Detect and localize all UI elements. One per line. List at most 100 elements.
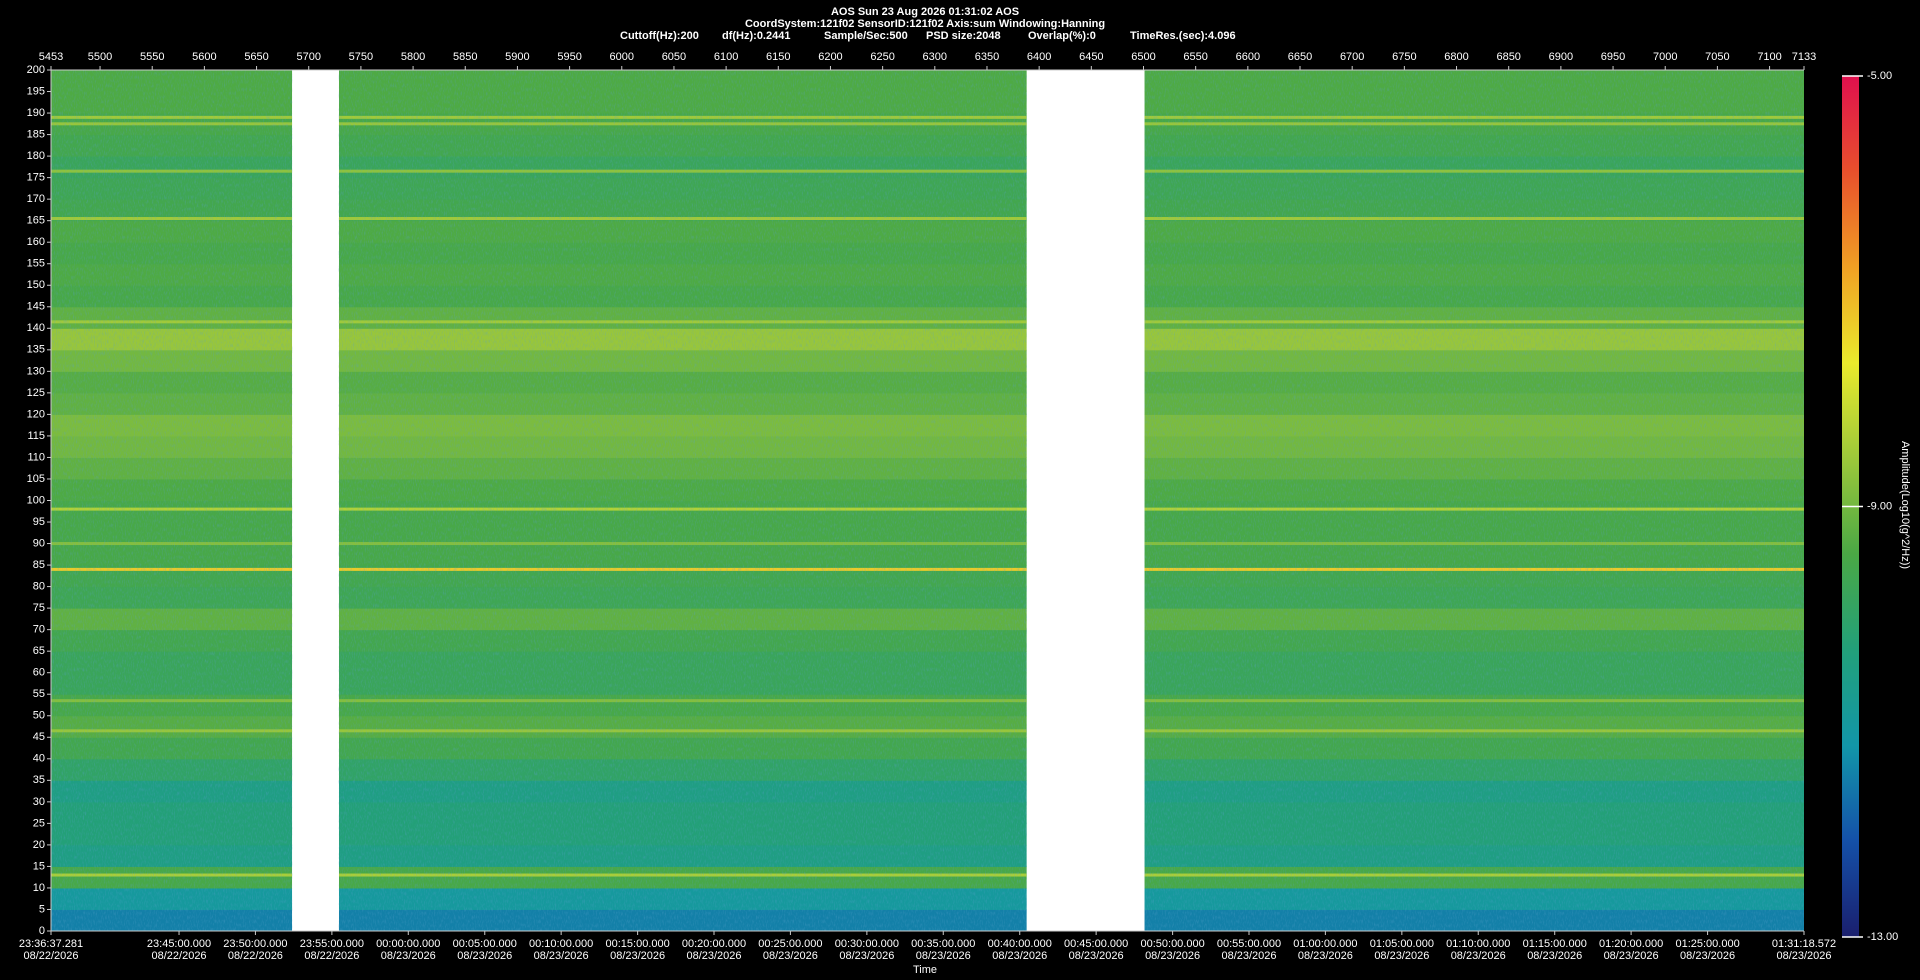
- x-tick-label: 6400: [1027, 51, 1051, 63]
- x-tick-label: 6800: [1444, 51, 1468, 63]
- x2-tick-label: 01:00:00.000: [1293, 938, 1357, 950]
- x2-tick-label: 00:30:00.000: [835, 938, 899, 950]
- x2-tick-date: 08/23/2026: [1298, 950, 1353, 962]
- chart-subtitle: CoordSystem:121f02 SensorID:121f02 Axis:…: [745, 18, 1105, 30]
- x-tick-label: 6100: [714, 51, 738, 63]
- y-tick-label: 20: [33, 839, 45, 851]
- colorbar-tick-label: -13.00: [1867, 931, 1898, 943]
- x2-tick-label: 00:25:00.000: [758, 938, 822, 950]
- y-tick-label: 185: [27, 128, 45, 140]
- colorbar-tick-label: -9.00: [1867, 500, 1892, 512]
- x2-tick-label: 23:36:37.281: [19, 938, 83, 950]
- x2-tick-date: 08/23/2026: [1680, 950, 1735, 962]
- y-tick-label: 85: [33, 559, 45, 571]
- x-axis-label: Time: [913, 964, 937, 976]
- y-tick-label: 80: [33, 581, 45, 593]
- x-tick-label: 5950: [557, 51, 581, 63]
- x2-tick-label: 00:20:00.000: [682, 938, 746, 950]
- y-tick-label: 15: [33, 860, 45, 872]
- x-tick-label: 6950: [1601, 51, 1625, 63]
- x-tick-label: 6650: [1288, 51, 1312, 63]
- y-tick-label: 65: [33, 645, 45, 657]
- y-tick-label: 35: [33, 774, 45, 786]
- colorbar-label: Amplitude(Log10(g^2/Hz)): [1899, 441, 1911, 569]
- x2-tick-date: 08/23/2026: [1776, 950, 1831, 962]
- x2-tick-date: 08/23/2026: [1069, 950, 1124, 962]
- settings-text: PSD size:2048: [926, 30, 1001, 42]
- y-tick-label: 140: [27, 322, 45, 334]
- x-tick-label: 5700: [296, 51, 320, 63]
- x2-tick-date: 08/23/2026: [839, 950, 894, 962]
- x-tick-label: 5800: [401, 51, 425, 63]
- x2-tick-date: 08/23/2026: [534, 950, 589, 962]
- settings-text: TimeRes.(sec):4.096: [1130, 30, 1236, 42]
- x2-tick-date: 08/23/2026: [1604, 950, 1659, 962]
- x-tick-label: 5900: [505, 51, 529, 63]
- y-tick-label: 95: [33, 516, 45, 528]
- texture: [1144, 70, 1804, 931]
- y-tick-label: 105: [27, 473, 45, 485]
- x-tick-label: 6900: [1549, 51, 1573, 63]
- x2-tick-label: 01:25:00.000: [1675, 938, 1739, 950]
- x2-tick-date: 08/22/2026: [23, 950, 78, 962]
- x-tick-label: 5850: [453, 51, 477, 63]
- texture: [338, 70, 1027, 931]
- x-tick-label: 5550: [140, 51, 164, 63]
- settings-text: Cuttoff(Hz):200: [620, 30, 699, 42]
- x-tick-label: 7100: [1757, 51, 1781, 63]
- x2-tick-date: 08/23/2026: [381, 950, 436, 962]
- x-tick-label: 6300: [923, 51, 947, 63]
- y-tick-label: 70: [33, 624, 45, 636]
- x2-tick-date: 08/23/2026: [1527, 950, 1582, 962]
- x-tick-label: 5650: [244, 51, 268, 63]
- x2-tick-date: 08/23/2026: [916, 950, 971, 962]
- y-tick-label: 180: [27, 150, 45, 162]
- y-tick-label: 125: [27, 387, 45, 399]
- x2-tick-date: 08/22/2026: [152, 950, 207, 962]
- y-tick-label: 50: [33, 710, 45, 722]
- y-tick-label: 135: [27, 344, 45, 356]
- x-tick-label: 5600: [192, 51, 216, 63]
- x2-tick-label: 01:31:18.572: [1772, 938, 1836, 950]
- y-tick-label: 190: [27, 107, 45, 119]
- y-tick-label: 10: [33, 882, 45, 894]
- x2-tick-label: 00:55:00.000: [1217, 938, 1281, 950]
- y-tick-label: 145: [27, 301, 45, 313]
- x2-tick-date: 08/22/2026: [228, 950, 283, 962]
- x2-tick-label: 00:45:00.000: [1064, 938, 1128, 950]
- y-tick-label: 100: [27, 494, 45, 506]
- x2-tick-label: 23:45:00.000: [147, 938, 211, 950]
- x2-tick-label: 00:35:00.000: [911, 938, 975, 950]
- y-tick-label: 170: [27, 193, 45, 205]
- x-tick-label: 6750: [1392, 51, 1416, 63]
- x-tick-label: 6700: [1340, 51, 1364, 63]
- y-tick-label: 165: [27, 215, 45, 227]
- x-tick-label: 6450: [1079, 51, 1103, 63]
- y-tick-label: 160: [27, 236, 45, 248]
- x2-tick-label: 01:05:00.000: [1370, 938, 1434, 950]
- x-tick-label: 6000: [610, 51, 634, 63]
- x2-tick-label: 00:00:00.000: [376, 938, 440, 950]
- y-tick-label: 90: [33, 537, 45, 549]
- chart-title: AOS Sun 23 Aug 2026 01:31:02 AOS: [831, 6, 1019, 18]
- x-tick-label: 7000: [1653, 51, 1677, 63]
- x-tick-label: 6250: [870, 51, 894, 63]
- x-tick-label: 5500: [88, 51, 112, 63]
- x-tick-label: 5750: [349, 51, 373, 63]
- y-tick-label: 55: [33, 688, 45, 700]
- x-tick-label: 6200: [818, 51, 842, 63]
- y-tick-label: 0: [39, 925, 45, 937]
- x2-tick-date: 08/23/2026: [1451, 950, 1506, 962]
- texture: [51, 70, 293, 931]
- x2-tick-label: 01:10:00.000: [1446, 938, 1510, 950]
- y-tick-label: 115: [27, 430, 45, 442]
- y-tick-label: 175: [27, 172, 45, 184]
- y-tick-label: 195: [27, 85, 45, 97]
- settings-text: df(Hz):0.2441: [722, 30, 790, 42]
- y-tick-label: 110: [27, 451, 45, 463]
- x2-tick-label: 23:50:00.000: [223, 938, 287, 950]
- y-tick-label: 155: [27, 258, 45, 270]
- y-tick-label: 30: [33, 796, 45, 808]
- y-tick-label: 25: [33, 817, 45, 829]
